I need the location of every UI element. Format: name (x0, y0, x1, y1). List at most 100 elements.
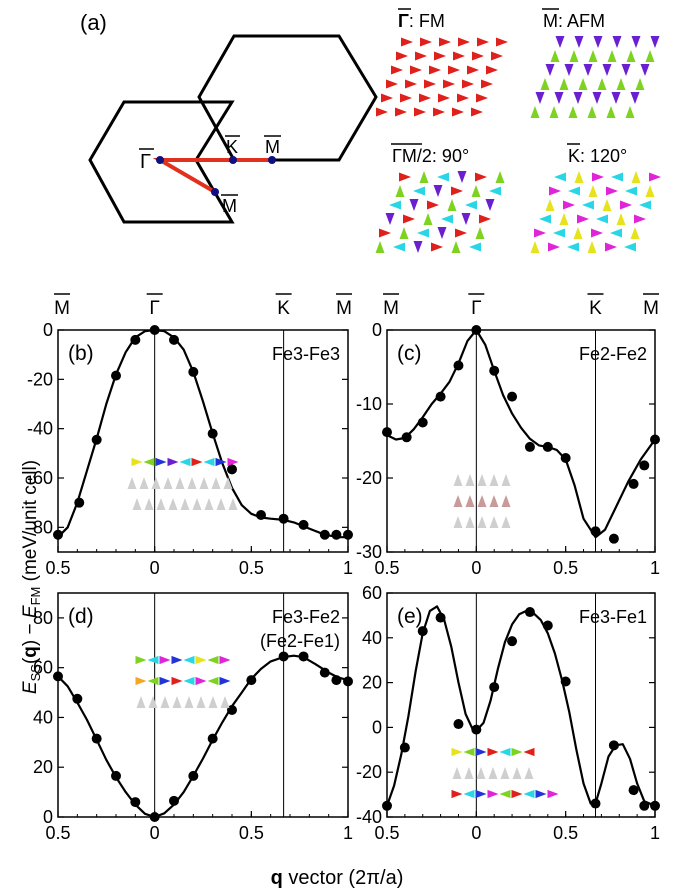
spin-arrow (424, 79, 436, 89)
y-tick-label: 20 (33, 757, 53, 777)
brillouin-zone-panel: (a) Γ K M M (80, 10, 378, 224)
spin-arrow (616, 78, 626, 90)
spin-arrow (136, 696, 146, 708)
x-tick-label: 1 (343, 823, 353, 843)
spin-arrow (486, 65, 498, 75)
spin-arrow (196, 696, 206, 708)
spin-arrow (187, 477, 197, 489)
data-point (169, 795, 179, 806)
spin-arrow (427, 200, 439, 210)
data-point (278, 651, 289, 662)
spin-arrow (391, 65, 403, 75)
spin-arrow (523, 789, 535, 799)
y-tick-label: -20 (356, 762, 382, 782)
spin-arrow (630, 92, 640, 104)
spin-arrow (451, 241, 461, 253)
data-point (650, 800, 660, 811)
panel-annotation: Fe2-Fe2 (579, 344, 647, 364)
spin-arrow (208, 696, 218, 708)
spin-arrow (511, 789, 523, 799)
spin-arrow (545, 199, 555, 211)
top-symmetry-label: K (277, 298, 290, 319)
spin-arrow (476, 93, 488, 103)
spin-arrow (491, 51, 503, 61)
spin-arrow (625, 186, 637, 196)
data-point (343, 676, 353, 687)
spin-arrow (199, 477, 209, 489)
spin-arrow (139, 477, 149, 489)
data-point (130, 334, 141, 345)
spin-90-grid (375, 171, 505, 253)
spin-arrow (477, 495, 487, 507)
spin-arrow (568, 186, 580, 196)
m-lower-label: M (222, 196, 237, 216)
spin-arrow (611, 92, 621, 104)
spin-arrow (475, 789, 487, 799)
m-right-label: M (265, 137, 280, 157)
spin-arrow (451, 186, 463, 196)
data-point (524, 607, 535, 618)
spin-arrow (535, 789, 547, 799)
spin-arrow (211, 477, 221, 489)
spin-arrow (587, 241, 597, 253)
spin-inset (135, 655, 231, 708)
spin-arrow (207, 655, 219, 665)
spin-arrow (183, 676, 195, 686)
spin-arrow (401, 37, 413, 47)
spin-arrow (395, 107, 407, 117)
title-90: ΓM/2: 90° (392, 146, 469, 166)
spin-arrow (448, 65, 460, 75)
spin-arrow (569, 50, 579, 62)
spin-arrow (453, 495, 463, 507)
plot-frame (57, 329, 349, 553)
spin-arrow (568, 106, 578, 118)
spin-arrow (410, 65, 422, 75)
panel-annotation-2: (Fe2-Fe1) (260, 631, 340, 651)
spin-arrow (451, 747, 463, 757)
spin-arrow (381, 93, 393, 103)
spin-arrow (489, 474, 499, 486)
y-tick-label: -20 (356, 468, 382, 488)
spin-arrow (476, 767, 486, 779)
y-tick-label: 80 (33, 608, 53, 628)
spin-arrow (461, 213, 471, 225)
spin-arrow (548, 242, 560, 252)
spin-arrow (160, 696, 170, 708)
x-tick-label: 0 (150, 558, 160, 578)
y-tick-label: 40 (33, 707, 53, 727)
panel-annotation: Fe3-Fe2 (272, 607, 340, 627)
data-point (453, 360, 464, 371)
spin-arrow (564, 64, 574, 76)
spin-arrow (645, 50, 655, 62)
spin-arrow (477, 37, 489, 47)
spin-arrow (650, 36, 660, 48)
spin-arrow (453, 516, 463, 528)
data-point (246, 675, 257, 686)
spin-arrow (549, 106, 559, 118)
data-point (207, 733, 218, 744)
spin-arrow (207, 676, 219, 686)
spin-inset (453, 474, 511, 528)
y-axis-label: ESS(q) − EFM (meV/unit cell) (20, 460, 43, 694)
spin-arrow (574, 171, 584, 183)
data-point (382, 800, 392, 811)
y-tick-label: -30 (356, 542, 382, 562)
data-point (590, 526, 601, 537)
spin-arrow (593, 36, 603, 48)
data-point (111, 770, 121, 781)
spin-arrow (610, 228, 622, 238)
spin-arrow (500, 767, 510, 779)
spin-pattern-grids (375, 36, 661, 253)
data-point (331, 675, 342, 686)
spin-arrow (203, 457, 215, 467)
spin-arrow (501, 474, 511, 486)
spin-arrow (567, 242, 579, 252)
data-point (74, 497, 85, 508)
spin-arrow (465, 200, 477, 210)
spin-arrow (487, 747, 499, 757)
data-point (471, 325, 482, 335)
spin-arrow (399, 172, 411, 182)
data-point (560, 453, 571, 464)
spin-arrow (147, 676, 159, 686)
spin-arrow (464, 767, 474, 779)
